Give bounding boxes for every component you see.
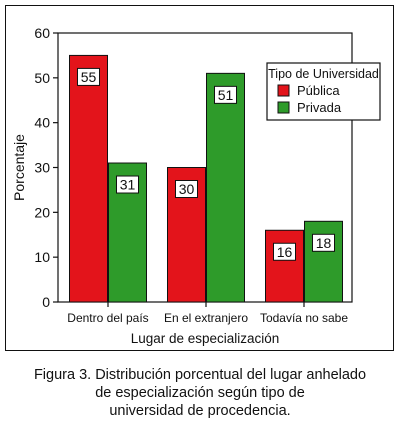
chart-legend: Tipo de Universidad Pública Privada xyxy=(266,62,381,121)
legend-entry: Privada xyxy=(297,100,342,115)
data-label: 18 xyxy=(316,235,332,251)
data-label: 16 xyxy=(277,244,293,260)
legend-swatch xyxy=(277,101,290,114)
bar-chart: 0 10 20 30 40 50 60 Dentro del país En el extran… xyxy=(11,25,381,346)
data-label: 30 xyxy=(179,181,195,197)
legend-swatch xyxy=(277,84,290,97)
data-label: 31 xyxy=(120,177,136,193)
data-label-box xyxy=(77,67,100,86)
bar-publica xyxy=(265,229,304,303)
legend-title: Tipo de Universidad xyxy=(268,67,379,81)
caption-line-1: Figura 3. Distribución porcentual del lu… xyxy=(33,367,367,383)
data-label-box xyxy=(214,85,237,104)
bar-privada xyxy=(206,72,245,303)
data-label-box xyxy=(175,180,198,198)
chart-data-labels: 55 31 30 51 16 18 xyxy=(77,67,335,261)
y-axis-label: Porcentaje xyxy=(11,134,27,201)
bar-privada xyxy=(304,220,343,303)
x-tick-label: Todavía no sabe xyxy=(260,311,348,325)
y-tick-label: 40 xyxy=(34,115,50,131)
data-label: 51 xyxy=(218,87,234,103)
x-axis-label: Lugar de especialización xyxy=(131,331,280,346)
caption-line-2: de especialización según tipo de xyxy=(95,385,305,401)
y-tick-label: 20 xyxy=(34,204,50,220)
data-label: 55 xyxy=(81,69,97,85)
y-tick-label: 60 xyxy=(34,25,50,41)
y-tick-label: 10 xyxy=(34,249,50,265)
y-tick-label: 50 xyxy=(34,70,50,86)
figure-caption: Figura 3. Distribución porcentual del lu… xyxy=(0,366,400,420)
bar-publica xyxy=(69,54,108,303)
x-tick-label: Dentro del país xyxy=(67,311,148,325)
data-label-box xyxy=(116,175,139,194)
legend-entry: Pública xyxy=(297,83,340,98)
data-label-box xyxy=(312,233,335,252)
y-tick-label: 0 xyxy=(42,294,50,310)
x-tick-label: En el extranjero xyxy=(164,311,248,325)
caption-line-3: universidad de procedencia. xyxy=(109,403,291,419)
y-tick-label: 30 xyxy=(34,160,50,176)
data-label-box xyxy=(273,242,296,261)
